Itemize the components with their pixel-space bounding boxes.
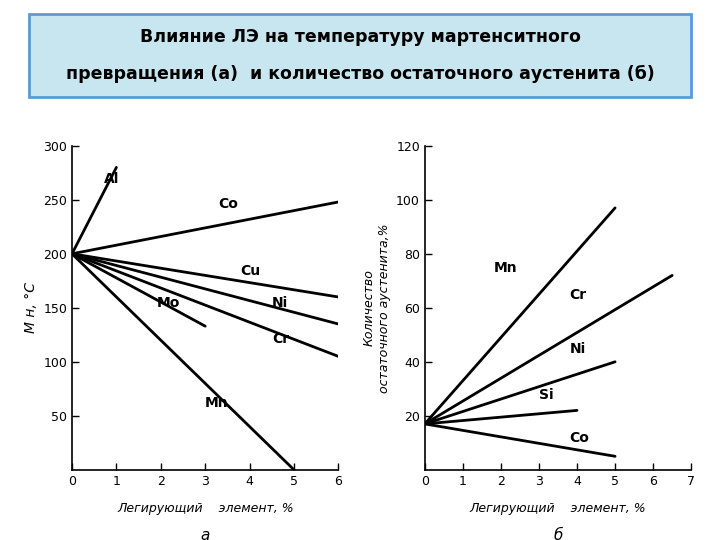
Text: Cr: Cr [570,288,587,302]
Text: Mn: Mn [493,261,517,275]
FancyBboxPatch shape [29,14,691,97]
Text: Al: Al [104,172,120,186]
Text: Mo: Mo [156,296,180,310]
Text: Влияние ЛЭ на температуру мартенситного: Влияние ЛЭ на температуру мартенситного [140,28,580,46]
Text: Легирующий    элемент, %: Легирующий элемент, % [117,502,294,515]
Text: Cu: Cu [240,264,261,278]
Text: Co: Co [218,197,238,211]
Text: а: а [200,528,210,540]
Text: Cr: Cr [271,332,289,346]
Text: Si: Si [539,388,554,402]
Text: Mn: Mn [205,396,229,410]
Text: Легирующий    элемент, %: Легирующий элемент, % [469,502,647,515]
Text: превращения (а)  и количество остаточного аустенита (б): превращения (а) и количество остаточного… [66,65,654,83]
Text: Ni: Ni [271,296,288,310]
Text: Co: Co [570,431,589,446]
Y-axis label: М н, °С: М н, °С [24,282,37,333]
Text: Ni: Ni [570,342,585,356]
Text: б: б [553,528,563,540]
Y-axis label: Количество
остаточного аустенита,%: Количество остаточного аустенита,% [362,223,390,393]
